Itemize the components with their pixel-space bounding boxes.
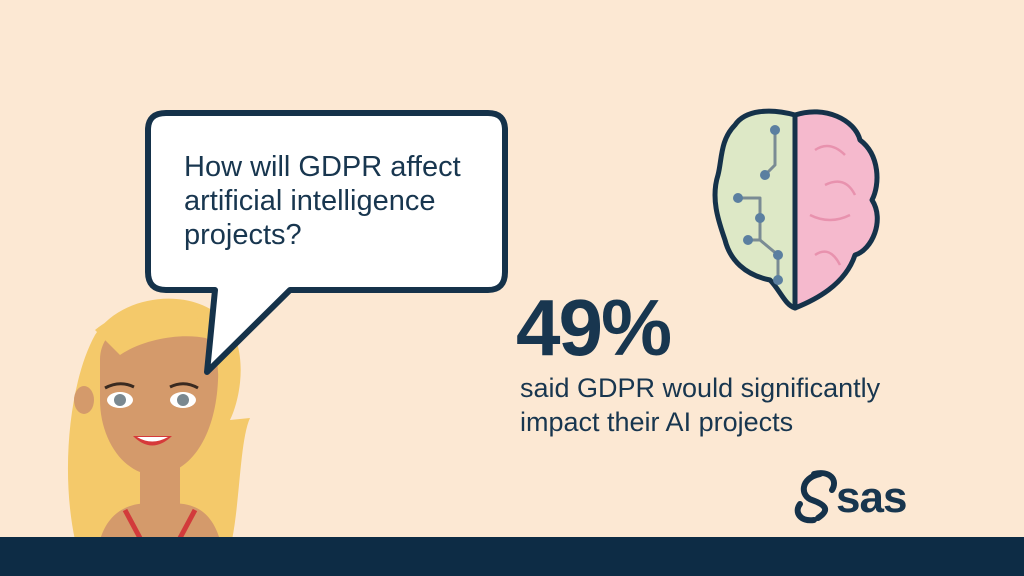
stat-caption: said GDPR would significantly <box>520 373 881 403</box>
woman-illustration <box>67 298 250 540</box>
stat-value: 49% <box>516 283 671 372</box>
question-line: How will GDPR affect <box>184 151 461 183</box>
logo-text: sas <box>836 473 906 522</box>
brain-illustration <box>712 108 880 311</box>
question-line: projects? <box>184 219 302 251</box>
footer-bar <box>0 537 1024 576</box>
logo: sas <box>794 470 907 524</box>
stat-caption: impact their AI projects <box>520 407 793 437</box>
speech-bubble <box>145 110 508 375</box>
question-line: artificial intelligence <box>184 185 435 217</box>
